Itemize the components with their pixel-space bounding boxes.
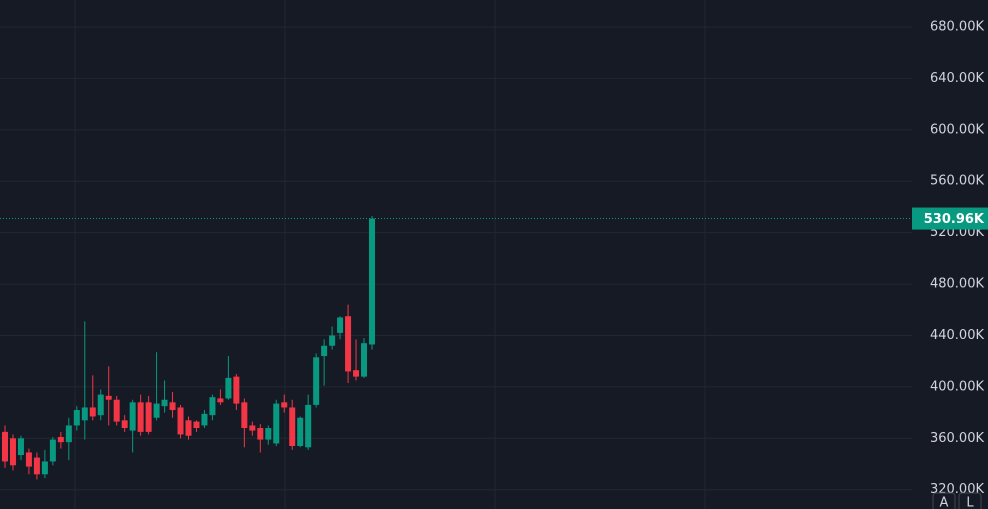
control-label[interactable]: A	[940, 496, 949, 509]
y-tick-label: 360.00K	[930, 431, 984, 446]
candle-body	[129, 402, 136, 431]
candle-body	[321, 345, 328, 357]
candle-body	[265, 428, 272, 440]
y-tick-label: 640.00K	[930, 71, 984, 86]
y-tick-label: 680.00K	[930, 19, 984, 34]
candle-body	[33, 457, 40, 475]
candle-body	[185, 420, 192, 436]
y-tick-label: 480.00K	[930, 277, 984, 292]
last-price-box	[912, 207, 988, 230]
candle-body	[145, 402, 152, 432]
candle-body	[257, 428, 264, 440]
candle-body	[345, 316, 352, 372]
candle-body	[361, 343, 368, 377]
candle-body	[17, 438, 24, 456]
candle-body	[193, 421, 200, 429]
last-price-label: 530.96K	[924, 212, 985, 227]
candle-body	[313, 357, 320, 405]
candle-body	[297, 417, 304, 447]
candle-body	[337, 317, 344, 333]
candle-body	[305, 404, 312, 448]
candle-body	[329, 335, 336, 346]
control-button[interactable]	[932, 492, 956, 509]
candle-body	[57, 437, 64, 443]
candle-body	[217, 398, 224, 403]
candle-body	[2, 431, 8, 462]
candle-body	[353, 370, 360, 377]
candle-body	[281, 402, 288, 408]
y-tick-label: 440.00K	[930, 328, 984, 343]
candle-body	[81, 407, 88, 421]
candle-body	[121, 420, 128, 429]
candle-body	[233, 376, 240, 404]
candle-body	[369, 218, 375, 345]
candle-body	[49, 439, 56, 462]
candle-body	[25, 452, 32, 467]
y-tick-label: 400.00K	[930, 379, 984, 394]
candle-body	[249, 425, 256, 431]
candle-body	[225, 377, 232, 399]
candle-body	[161, 399, 168, 407]
control-l[interactable]: L	[958, 492, 982, 509]
candle-body	[41, 461, 48, 475]
candle-body	[177, 407, 184, 435]
y-tick-label: 560.00K	[930, 174, 984, 189]
candle-body	[89, 407, 96, 417]
candle-body	[273, 403, 280, 444]
control-button[interactable]	[958, 492, 982, 509]
candle-body	[73, 410, 80, 426]
candle-body	[169, 402, 176, 411]
candle-body	[65, 425, 72, 443]
candle-body	[97, 394, 104, 416]
candle-body	[209, 397, 216, 416]
candle-body	[9, 438, 16, 466]
candle-body	[137, 402, 144, 432]
candle-body	[153, 403, 160, 418]
candle-body	[241, 402, 248, 429]
candle-body	[289, 407, 296, 447]
y-tick-label: 600.00K	[930, 122, 984, 137]
control-a[interactable]: A	[932, 492, 956, 509]
candle-body	[201, 413, 208, 426]
price-axis: 320.00K360.00K400.00K440.00K480.00K520.0…	[912, 19, 988, 497]
candle-body	[113, 399, 120, 422]
candle-body	[105, 395, 112, 400]
plot	[0, 26, 912, 491]
control-label[interactable]: L	[966, 496, 974, 509]
